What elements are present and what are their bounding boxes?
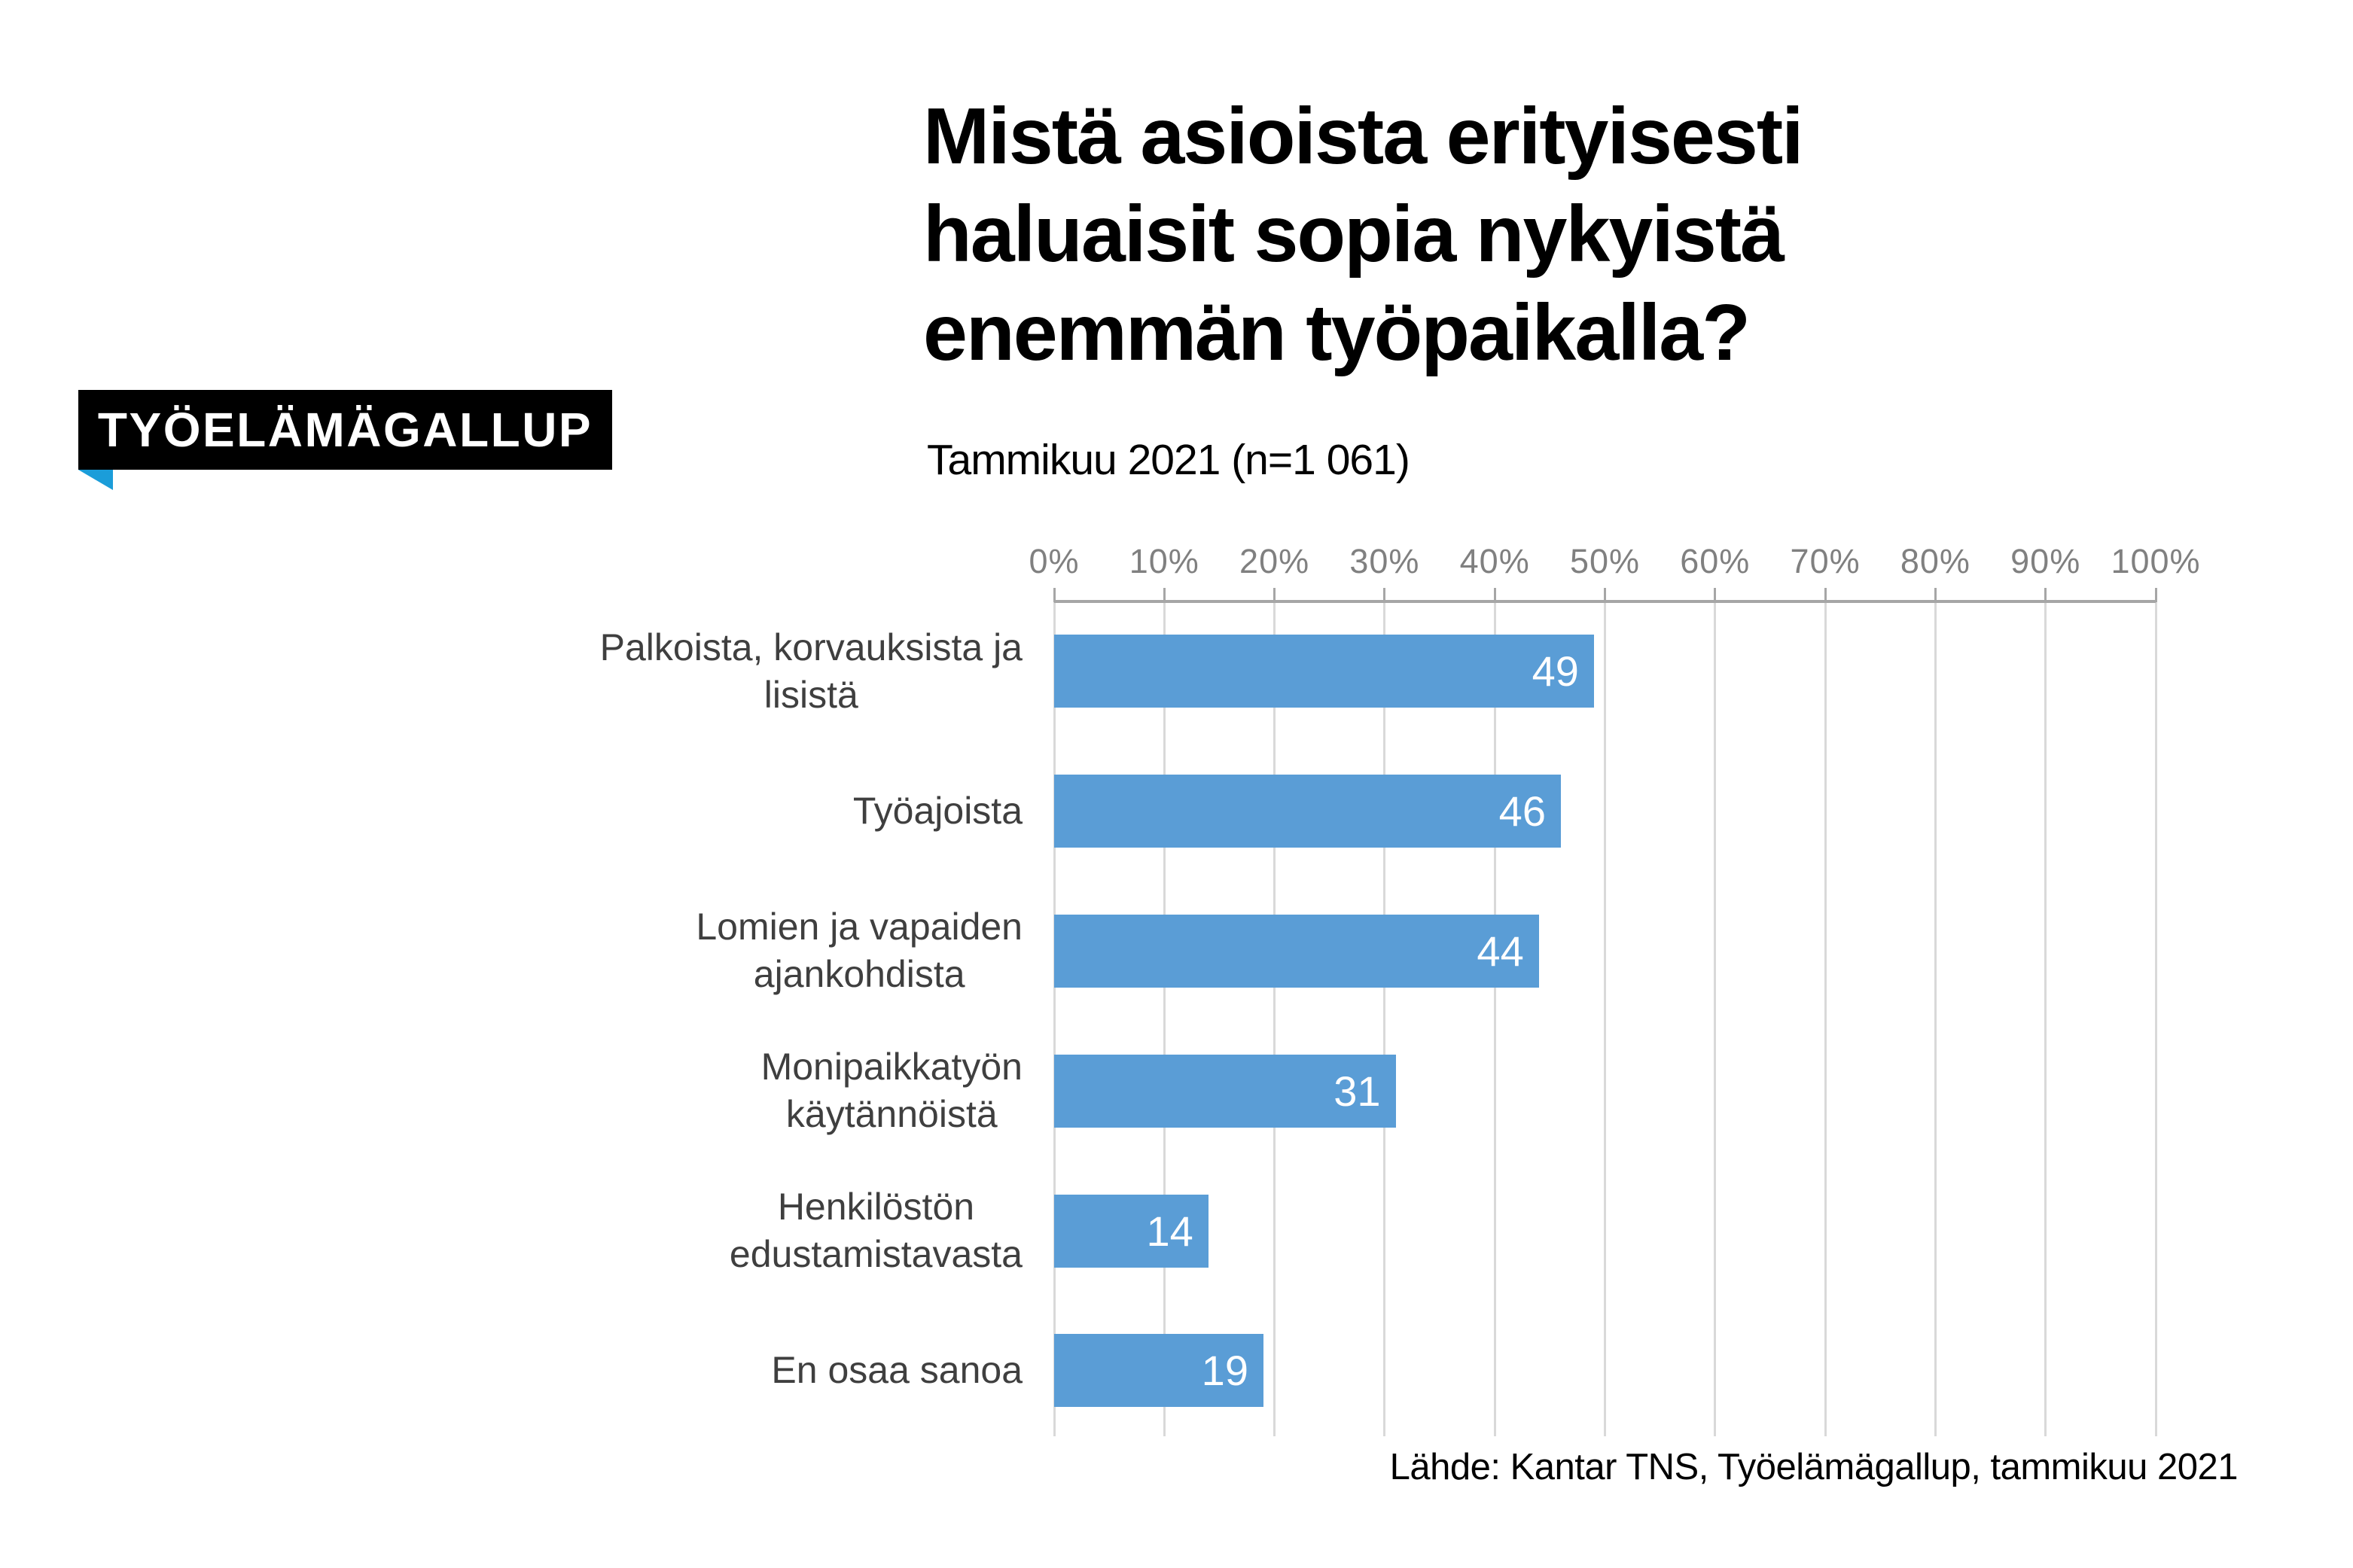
bar-value-label: 49 [1532, 647, 1579, 696]
category-label: Henkilöstön edustamistavasta [729, 1186, 1023, 1276]
bar-row: Monipaikkatyön käytännöistä 31 [0, 1021, 2353, 1161]
bar-value-label: 31 [1333, 1067, 1381, 1115]
category-label-box: Henkilöstön edustamistavasta [407, 1161, 1023, 1301]
bar-value-label: 19 [1201, 1347, 1248, 1395]
x-tick-mark [1383, 588, 1386, 602]
gridline [1604, 601, 1606, 1436]
category-label-box: Lomien ja vapaiden ajankohdista [407, 881, 1023, 1021]
gridline [2044, 601, 2047, 1436]
x-tick-label: 60% [1680, 542, 1751, 580]
x-tick-mark [1163, 588, 1166, 602]
category-label: En osaa sanoa [771, 1349, 1023, 1392]
category-label: Lomien ja vapaiden ajankohdista [696, 906, 1023, 996]
bar: 31 [1054, 1054, 1396, 1128]
x-tick-mark [1604, 588, 1606, 602]
category-label-box: Palkoista, korvauksista ja lisistä [407, 601, 1023, 741]
category-label: Monipaikkatyön käytännöistä [760, 1046, 1023, 1136]
x-tick-mark [1493, 588, 1496, 602]
x-tick-mark [2044, 588, 2047, 602]
category-label-box: Työajoista [407, 741, 1023, 881]
x-tick-mark [2154, 588, 2157, 602]
gridline [1163, 601, 1166, 1436]
source-note: Lähde: Kantar TNS, Työelämägallup, tammi… [1389, 1447, 2239, 1487]
x-tick-label: 20% [1239, 542, 1310, 580]
x-tick-label: 30% [1349, 542, 1420, 580]
x-tick-label: 70% [1790, 542, 1861, 580]
chart-subtitle: Tammikuu 2021 (n=1 061) [927, 436, 1410, 484]
bar-value-label: 14 [1146, 1207, 1193, 1255]
bar-row: En osaa sanoa 19 [0, 1301, 2353, 1441]
bar-row: Palkoista, korvauksista ja lisistä 49 [0, 601, 2353, 741]
bar: 14 [1054, 1194, 1209, 1268]
bar-row: Työajoista 46 [0, 741, 2353, 881]
x-tick-label: 50% [1569, 542, 1641, 580]
gridline [1383, 601, 1386, 1436]
bar: 49 [1054, 635, 1594, 708]
x-tick-label: 80% [1900, 542, 1970, 580]
gridline [1934, 601, 1937, 1436]
category-label-box: En osaa sanoa [407, 1301, 1023, 1441]
gridline [2154, 601, 2157, 1436]
category-label: Palkoista, korvauksista ja lisistä [599, 626, 1023, 716]
brand-badge-label: TYÖELÄMÄGALLUP [97, 403, 593, 457]
bar-row: Lomien ja vapaiden ajankohdista 44 [0, 881, 2353, 1021]
x-tick-label: 40% [1459, 542, 1530, 580]
gridline [1053, 601, 1056, 1436]
x-tick-label: 90% [2010, 542, 2081, 580]
x-tick-mark [1824, 588, 1827, 602]
x-tick-mark [1934, 588, 1937, 602]
gridline [1824, 601, 1827, 1436]
category-label: Työajoista [852, 790, 1023, 833]
bar: 46 [1054, 775, 1561, 848]
bar-value-label: 44 [1477, 927, 1524, 975]
gridline [1493, 601, 1496, 1436]
x-tick-label: 10% [1129, 542, 1199, 580]
category-label-box: Monipaikkatyön käytännöistä [407, 1021, 1023, 1161]
gridline [1273, 601, 1276, 1436]
chart-title: Mistä asioista erityisesti haluaisit sop… [923, 92, 1804, 377]
bar: 19 [1054, 1334, 1263, 1408]
x-tick-mark [1273, 588, 1276, 602]
bar-value-label: 46 [1498, 787, 1546, 836]
brand-badge: TYÖELÄMÄGALLUP [78, 390, 612, 490]
bar-row: Henkilöstön edustamistavasta 14 [0, 1161, 2353, 1301]
bar: 44 [1054, 914, 1539, 988]
x-tick-mark [1714, 588, 1717, 602]
x-tick-mark [1053, 588, 1056, 602]
x-tick-label: 100% [2111, 542, 2201, 580]
gridline [1714, 601, 1717, 1436]
x-tick-label: 0% [1029, 542, 1080, 580]
